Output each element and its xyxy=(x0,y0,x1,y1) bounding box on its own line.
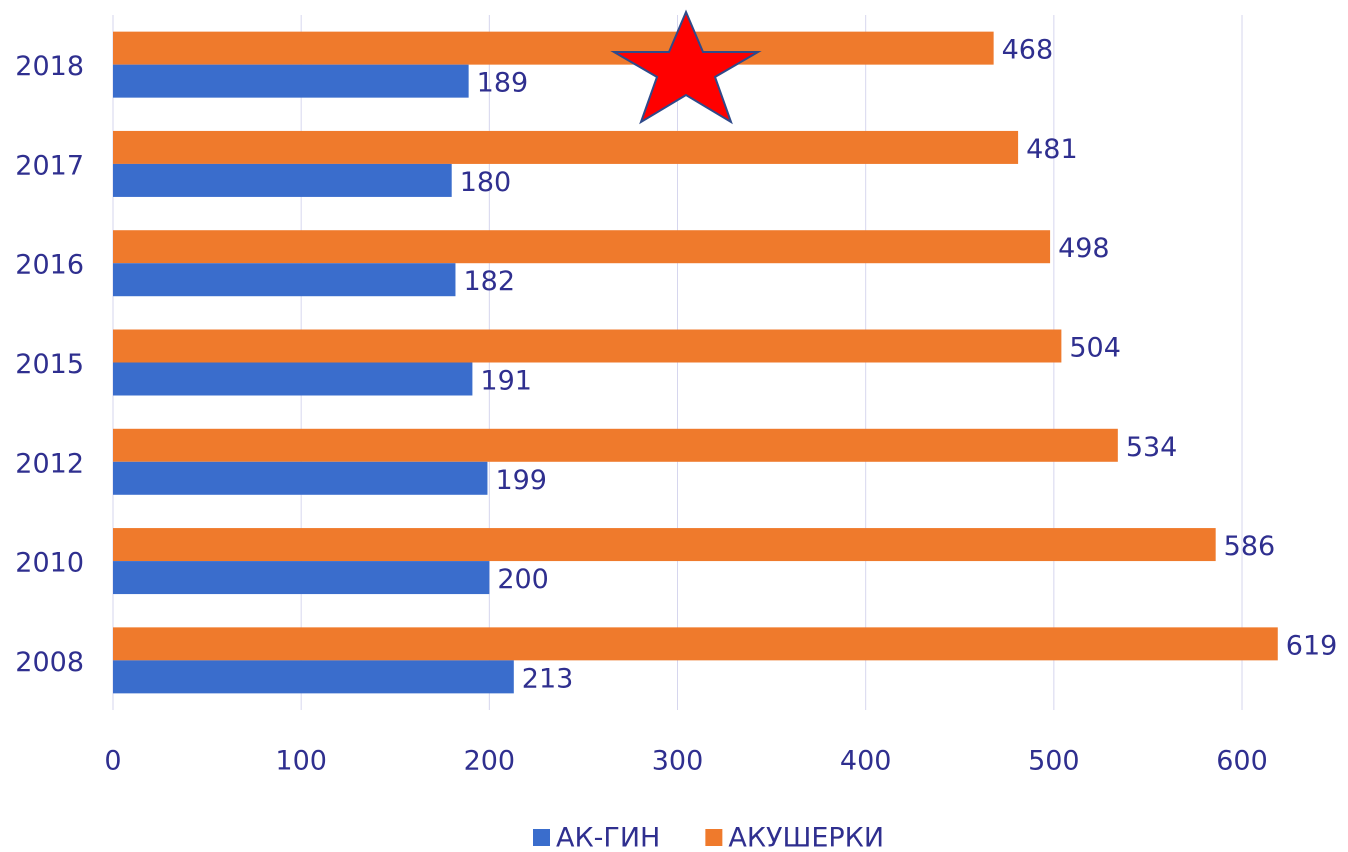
y-tick-label: 2012 xyxy=(15,448,84,479)
bar xyxy=(113,130,1019,164)
x-tick-label: 500 xyxy=(1028,746,1080,777)
data-label: 200 xyxy=(497,564,549,595)
x-tick-label: 600 xyxy=(1216,746,1268,777)
bar xyxy=(113,64,469,98)
y-tick-label: 2008 xyxy=(15,647,84,678)
bar xyxy=(113,329,1062,363)
legend-swatch xyxy=(705,829,723,846)
y-tick-label: 2010 xyxy=(15,548,84,579)
data-label: 534 xyxy=(1126,432,1178,463)
bar xyxy=(113,31,994,65)
y-tick-label: 2016 xyxy=(15,250,84,281)
x-tick-label: 200 xyxy=(464,746,516,777)
y-tick-label: 2017 xyxy=(15,150,84,181)
data-label: 481 xyxy=(1026,134,1078,165)
bar xyxy=(113,461,488,495)
x-tick-label: 100 xyxy=(275,746,327,777)
y-tick-label: 2018 xyxy=(15,51,84,82)
data-label: 199 xyxy=(495,465,547,496)
legend-label: АКУШЕРКИ xyxy=(728,823,884,852)
x-tick-label: 0 xyxy=(104,746,121,777)
bar xyxy=(113,263,456,297)
legend-swatch xyxy=(533,829,550,846)
data-label: 213 xyxy=(522,663,574,694)
star-decoration xyxy=(610,9,762,125)
data-label: 619 xyxy=(1286,630,1338,661)
data-label: 498 xyxy=(1058,233,1110,264)
data-label: 180 xyxy=(460,167,512,198)
bar xyxy=(113,163,452,197)
data-label: 468 xyxy=(1002,35,1054,66)
bar xyxy=(113,561,490,595)
legend-label: АК-ГИН xyxy=(556,823,660,852)
y-tick-label: 2015 xyxy=(15,349,84,380)
bar xyxy=(113,230,1051,264)
x-tick-label: 300 xyxy=(652,746,704,777)
bar xyxy=(113,660,514,694)
data-label: 504 xyxy=(1069,333,1121,364)
bar xyxy=(113,627,1278,661)
x-tick-label: 400 xyxy=(840,746,892,777)
data-label: 586 xyxy=(1224,531,1276,562)
data-label: 189 xyxy=(477,68,529,99)
bar xyxy=(113,362,473,396)
bar xyxy=(113,528,1216,562)
bar xyxy=(113,428,1118,462)
data-label: 182 xyxy=(463,266,515,297)
data-label: 191 xyxy=(480,366,532,397)
